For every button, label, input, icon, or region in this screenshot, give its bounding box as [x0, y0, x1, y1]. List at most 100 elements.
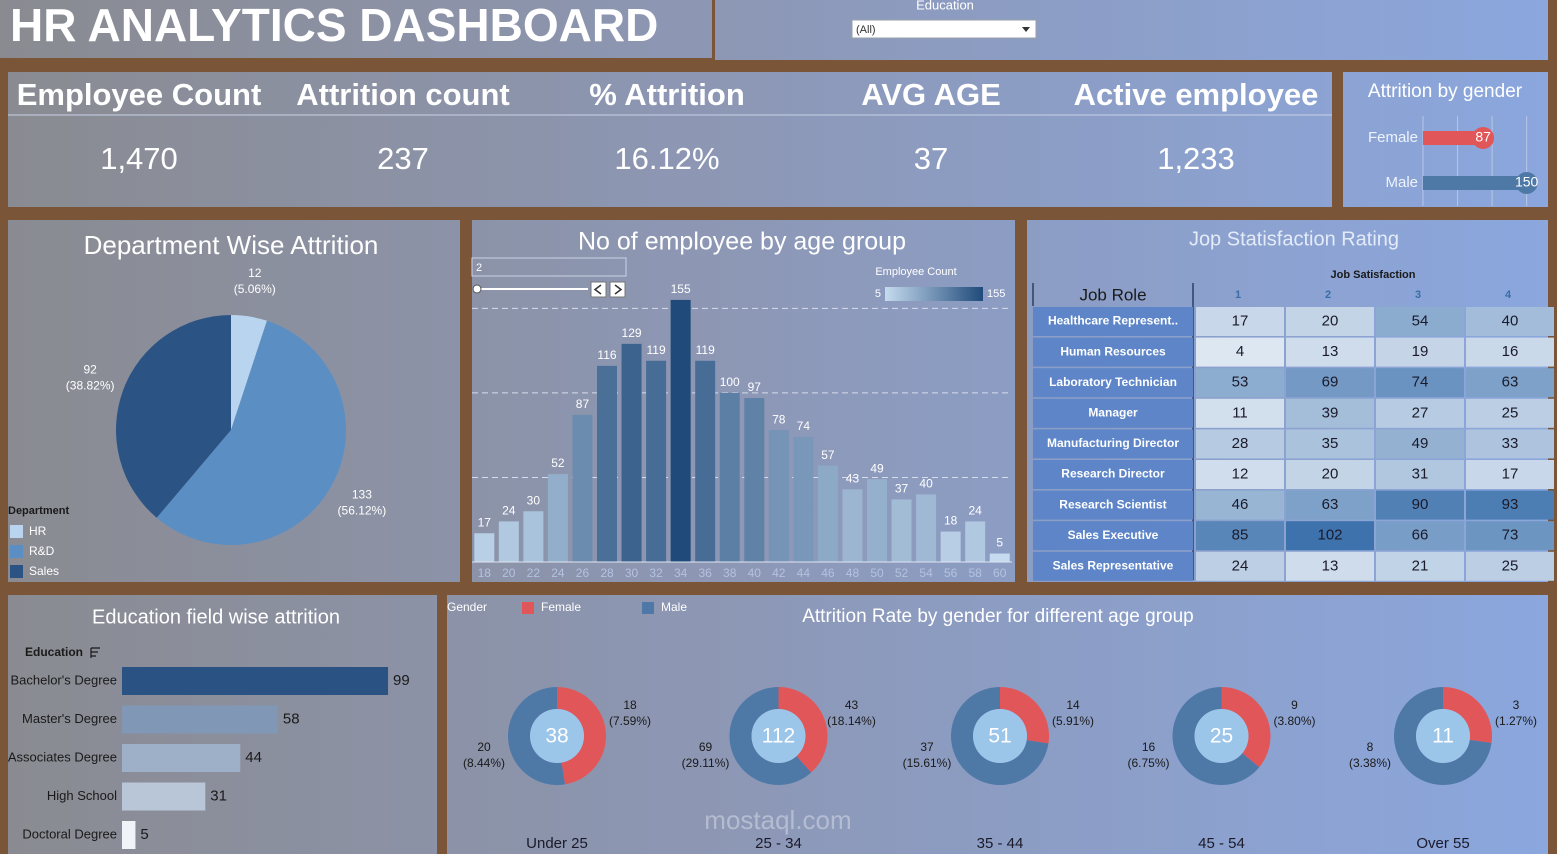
donut-segment — [557, 687, 607, 785]
male-value: 20 — [477, 740, 491, 754]
cell-label: 63 — [1322, 496, 1339, 513]
legend-title: Employee Count — [875, 266, 956, 278]
heat-cell — [1466, 551, 1554, 581]
x-tick-label: 30 — [625, 566, 639, 580]
kpi-value: 1,470 — [100, 141, 178, 176]
x-tick-label: 40 — [748, 566, 762, 580]
cell-label: 11 — [1232, 404, 1248, 421]
row-label: Research Scientist — [1059, 497, 1166, 511]
cell-label: 66 — [1412, 527, 1429, 544]
kpi-value: 1,233 — [1157, 141, 1235, 176]
bar — [768, 430, 789, 562]
slider-box[interactable] — [471, 257, 627, 277]
value-label: 150 — [1515, 174, 1539, 190]
row-label: Research Director — [1061, 467, 1165, 481]
legend-label: HR — [29, 524, 47, 538]
cell-label: 40 — [1502, 312, 1519, 329]
bar — [744, 397, 765, 562]
bar — [498, 521, 519, 562]
cell-label: 17 — [1232, 312, 1249, 329]
male-value: 16 — [1142, 740, 1156, 754]
legend-swatch — [10, 525, 23, 538]
value-label: 43 — [846, 471, 860, 485]
male-value: 69 — [699, 740, 713, 754]
slice-value: 12 — [248, 266, 262, 280]
x-tick-label: 60 — [993, 566, 1007, 580]
cell-label: 31 — [1412, 465, 1429, 482]
x-tick-label: 42 — [772, 566, 786, 580]
x-tick-label: 20 — [502, 566, 516, 580]
donut-total: 25 — [1210, 725, 1233, 748]
legend-min: 5 — [875, 288, 881, 300]
bar — [122, 821, 136, 849]
row-label-cell — [1033, 521, 1193, 551]
heat-cell — [1286, 307, 1374, 336]
heat-cell — [1376, 551, 1464, 581]
chart-title: No of employee by age group — [578, 228, 906, 256]
legend-max: 155 — [987, 288, 1005, 300]
cell-label: 19 — [1412, 343, 1429, 360]
x-tick-label: 22 — [527, 566, 541, 580]
heat-cell — [1286, 490, 1374, 520]
value-label: 49 — [870, 461, 884, 475]
slice-percent: (38.82%) — [66, 379, 115, 393]
heat-cell — [1196, 398, 1284, 428]
bar-end — [1472, 127, 1495, 149]
slider-next[interactable] — [609, 281, 626, 298]
donut-segment — [1443, 687, 1492, 743]
heat-cell — [1376, 307, 1464, 336]
row-label-cell — [1033, 429, 1193, 459]
cell-label: 4 — [1236, 343, 1244, 360]
value-label: 30 — [527, 493, 541, 507]
bar — [989, 553, 1010, 562]
male-percent: (29.11%) — [682, 756, 730, 770]
heat-cell — [1196, 368, 1284, 398]
row-label-cell — [1033, 368, 1193, 398]
bar — [1423, 176, 1527, 190]
value-label: 78 — [772, 412, 786, 426]
male-percent: (6.75%) — [1127, 756, 1169, 770]
cell-label: 20 — [1322, 465, 1339, 482]
male-value: 8 — [1367, 740, 1374, 754]
value-label: 99 — [393, 672, 410, 689]
cell-label: 39 — [1322, 404, 1339, 421]
heat-cell — [1196, 551, 1284, 581]
legend-title: Gender — [447, 600, 487, 614]
bar — [916, 494, 937, 562]
legend-title: Department — [8, 505, 69, 517]
row-label: Manufacturing Director — [1047, 436, 1179, 450]
value-label: 97 — [748, 380, 762, 394]
donut-segment — [1000, 687, 1050, 744]
group-label: Over 55 — [1416, 835, 1469, 852]
cell-label: 49 — [1412, 435, 1429, 452]
row-label: Manager — [1088, 405, 1138, 419]
prev-arrow — [593, 284, 602, 295]
value-label: 100 — [720, 375, 740, 389]
x-tick-label: 46 — [821, 566, 835, 580]
row-label: Sales Representative — [1053, 558, 1174, 572]
value-label: 58 — [283, 710, 300, 727]
slice-percent: (56.12%) — [338, 503, 387, 517]
next-arrow — [614, 284, 623, 295]
kpi-label: % Attrition — [589, 77, 745, 112]
donut-center — [530, 709, 584, 763]
cell-label: 33 — [1502, 435, 1519, 452]
row-label: Healthcare Represent.. — [1048, 314, 1178, 328]
value-label: 119 — [647, 343, 666, 357]
male-percent: (15.61%) — [903, 756, 952, 770]
column-label: 3 — [1415, 289, 1421, 301]
legend-swatch — [10, 565, 23, 578]
x-tick-label: 52 — [895, 566, 909, 580]
value-label: 18 — [944, 514, 958, 528]
heat-cell — [1466, 521, 1554, 551]
x-tick-label: 54 — [919, 566, 933, 580]
heat-cell — [1286, 398, 1374, 428]
filter-select[interactable] — [851, 19, 1037, 39]
cell-label: 25 — [1502, 404, 1519, 421]
category-label: Male — [1385, 174, 1418, 191]
row-label-cell — [1033, 307, 1193, 336]
slider-handle[interactable] — [472, 284, 482, 294]
slider-prev[interactable] — [590, 281, 607, 298]
